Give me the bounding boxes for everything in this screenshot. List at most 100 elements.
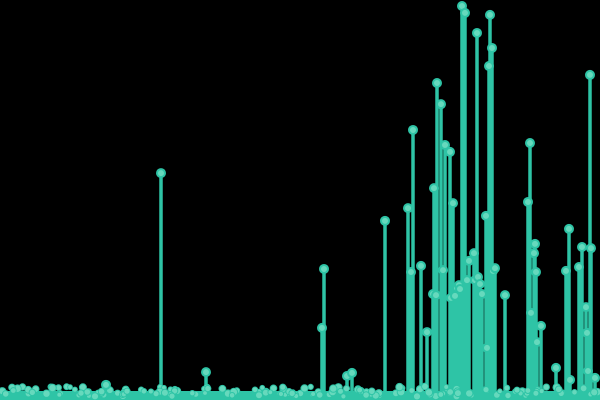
peak-marker [416, 260, 426, 271]
peak-marker [477, 288, 487, 299]
baseline-bump [56, 391, 63, 398]
peak-marker [101, 379, 111, 390]
peak-marker [403, 203, 413, 214]
baseline-bump [342, 385, 351, 393]
baseline-bump [168, 392, 176, 400]
baseline-bump [368, 387, 376, 396]
baseline-bump [340, 393, 347, 400]
peak-marker [523, 196, 533, 207]
baseline-bump [443, 384, 450, 390]
baseline-bump [42, 389, 51, 398]
baseline-bump [204, 384, 212, 393]
peak-marker [460, 7, 470, 18]
baseline-bump [315, 391, 324, 399]
baseline-bump [571, 389, 578, 396]
baseline-bump [453, 389, 462, 398]
peak-marker [319, 263, 329, 274]
peak-marker [469, 248, 479, 259]
baseline-bump [288, 389, 296, 397]
baseline-bump [71, 386, 78, 393]
peak-marker [380, 215, 390, 226]
peak-marker [536, 320, 546, 331]
peak-marker [532, 337, 542, 348]
baseline-bump [395, 382, 404, 392]
baseline-bump [337, 387, 344, 395]
baseline-bump [123, 387, 131, 395]
baseline-bump [424, 388, 434, 397]
baseline-bump [251, 386, 259, 394]
peak-marker [581, 302, 591, 313]
peak-marker [408, 124, 418, 135]
baseline-bump [259, 384, 266, 391]
peak-marker [156, 168, 166, 179]
baseline-bump [140, 388, 148, 395]
baseline-bump [277, 390, 285, 398]
baseline-bump [482, 386, 490, 394]
peak-marker [464, 255, 474, 266]
peak-marker [490, 263, 500, 274]
peak-marker [531, 267, 541, 278]
baseline-bump [362, 391, 370, 399]
baseline-bump [1, 390, 10, 398]
peak-marker [436, 99, 446, 110]
peak-marker [530, 238, 540, 249]
baseline-bump [542, 383, 550, 391]
peak-marker [481, 210, 491, 221]
peak-marker [585, 69, 595, 80]
baseline-bump [97, 387, 106, 396]
peak-marker [485, 9, 495, 20]
peak-marker [526, 307, 536, 318]
baseline-bump [504, 391, 512, 400]
peak-marker [440, 139, 450, 150]
baseline-bump [408, 387, 416, 394]
baseline-bump [412, 392, 422, 400]
peak-marker [564, 223, 574, 234]
peak-marker [590, 372, 600, 383]
peak-marker [445, 146, 455, 157]
peak-marker [422, 327, 432, 338]
baseline-bump [503, 384, 511, 392]
baseline-bump [446, 388, 455, 396]
peak-marker [347, 367, 357, 378]
baseline-bump [437, 391, 445, 398]
baseline-bump [538, 388, 545, 395]
baseline-bump [255, 391, 263, 400]
baseline-bump [77, 389, 85, 397]
peak-marker [525, 138, 535, 149]
peak-marker [487, 42, 497, 53]
baseline-bump [48, 383, 57, 393]
peak-marker [561, 265, 571, 276]
baseline-bump [67, 384, 73, 391]
baseline-bump [279, 383, 287, 391]
peak-marker [438, 265, 448, 276]
baseline-bump [421, 382, 429, 391]
peak-marker [201, 367, 211, 378]
peak-marker [574, 262, 584, 273]
peak-marker [484, 61, 494, 72]
peak-marker [406, 267, 416, 278]
peak-marker [317, 322, 327, 333]
baseline-bump [465, 389, 474, 398]
baseline-bump [497, 388, 503, 395]
peak-marker [482, 342, 492, 353]
peak-marker [529, 248, 539, 259]
baseline-bump [579, 384, 588, 393]
baseline-bump [532, 389, 540, 397]
baseline-bump [356, 386, 364, 394]
baseline-bump [307, 383, 314, 390]
peak-marker [475, 278, 485, 289]
baseline-bump [218, 384, 227, 393]
peak-marker [472, 27, 482, 38]
baseline-bump [310, 391, 317, 397]
peak-marker [455, 283, 465, 294]
baseline-bump [90, 392, 100, 400]
baseline-bump [554, 385, 563, 394]
baseline-bump [189, 390, 196, 397]
baseline-bump [590, 388, 599, 397]
peak-marker [586, 243, 596, 254]
baseline-bump [513, 386, 521, 394]
peak-marker [582, 327, 592, 338]
